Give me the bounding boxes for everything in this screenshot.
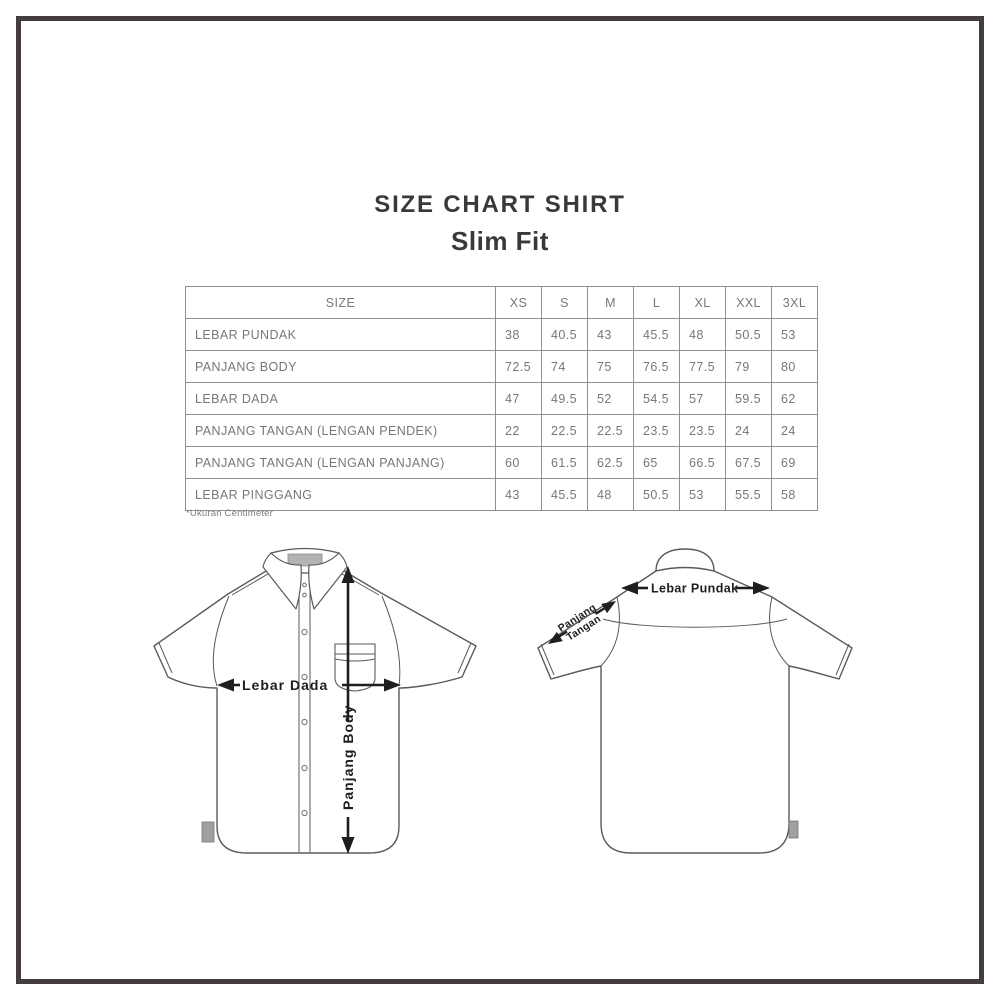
front-shoulder-seam-right [336,570,380,596]
value-cell: 22 [495,414,542,447]
value-cell: 48 [587,478,634,511]
shirt-front-diagram: Lebar Dada Panjang Body [153,547,477,854]
value-cell: 59.5 [725,382,772,415]
lebar-pundak-arrow: Lebar Pundak [621,581,770,596]
back-armhole-left-seam [600,596,620,667]
front-shoulder-seam-left [231,570,274,596]
panjang-body-label: Panjang Body [340,705,356,810]
col-header-m: M [587,286,634,319]
value-cell: 62 [771,382,818,415]
col-header-xs: XS [495,286,542,319]
value-cell: 72.5 [495,350,542,383]
front-side-tag [201,821,215,843]
size-chart-table: SIZE XS S M L XL XXL 3XL LEBAR PUNDAK 38… [185,286,818,511]
front-collar-left-leaf [262,552,302,610]
value-cell: 45.5 [541,478,588,511]
col-header-s: S [541,286,588,319]
value-cell: 69 [771,446,818,479]
value-cell: 65 [633,446,680,479]
value-cell: 23.5 [679,414,726,447]
col-header-xl: XL [679,286,726,319]
panjang-body-arrow: Panjang Body [340,566,356,854]
value-cell: 66.5 [679,446,726,479]
front-collar-label-tag [287,553,323,567]
value-cell: 62.5 [587,446,634,479]
value-cell: 77.5 [679,350,726,383]
value-cell: 22.5 [587,414,634,447]
page-subtitle: Slim Fit [451,226,549,256]
row-label-cell: PANJANG BODY [185,350,496,383]
front-pocket [334,643,376,692]
value-cell: 24 [725,414,772,447]
table-row: LEBAR PINGGANG 43 45.5 48 50.5 53 55.5 5… [185,478,818,511]
value-cell: 76.5 [633,350,680,383]
value-cell: 45.5 [633,318,680,351]
value-cell: 40.5 [541,318,588,351]
front-placket-lines [298,573,311,852]
value-cell: 43 [587,318,634,351]
front-cuff-left-stitch [158,642,173,674]
row-label-cell: LEBAR DADA [185,382,496,415]
shirt-back-diagram: Lebar Pundak Panjang Tangan [537,548,853,854]
value-cell: 55.5 [725,478,772,511]
value-cell: 48 [679,318,726,351]
col-header-l: L [633,286,680,319]
front-cuff-right-stitch [457,642,472,674]
value-cell: 58 [771,478,818,511]
outer-frame-border [16,16,984,984]
value-cell: 60 [495,446,542,479]
value-cell: 54.5 [633,382,680,415]
value-cell: 47 [495,382,542,415]
front-armhole-left-seam [212,595,230,687]
front-armhole-right-seam [381,595,401,687]
table-row: PANJANG BODY 72.5 74 75 76.5 77.5 79 80 [185,350,818,383]
front-buttons [301,582,308,817]
value-cell: 38 [495,318,542,351]
value-cell: 22.5 [541,414,588,447]
value-cell: 74 [541,350,588,383]
table-row: PANJANG TANGAN (LENGAN PENDEK) 22 22.5 2… [185,414,818,447]
table-row: LEBAR DADA 47 49.5 52 54.5 57 59.5 62 [185,382,818,415]
value-cell: 24 [771,414,818,447]
lebar-pundak-label: Lebar Pundak [651,582,738,596]
table-row: PANJANG TANGAN (LENGAN PANJANG) 60 61.5 … [185,446,818,479]
value-cell: 53 [679,478,726,511]
back-cuff-left-stitch [540,643,555,676]
value-cell: 23.5 [633,414,680,447]
value-cell: 67.5 [725,446,772,479]
front-collar-right-leaf [308,552,348,610]
value-cell: 49.5 [541,382,588,415]
value-cell: 61.5 [541,446,588,479]
back-side-tag [788,820,799,839]
value-cell: 80 [771,350,818,383]
value-cell: 79 [725,350,772,383]
lebar-dada-label: Lebar Dada [242,677,328,693]
lebar-dada-arrow: Lebar Dada [217,677,401,693]
value-cell: 53 [771,318,818,351]
value-cell: 43 [495,478,542,511]
table-row: LEBAR PUNDAK 38 40.5 43 45.5 48 50.5 53 [185,318,818,351]
size-column-header: SIZE [185,286,496,319]
table-footnote: *Ukuran Centimeter [186,508,274,519]
title-block: SIZE CHART SHIRT Slim Fit [0,191,1000,257]
row-label-cell: LEBAR PUNDAK [185,318,496,351]
value-cell: 75 [587,350,634,383]
back-cuff-right-stitch [835,643,850,676]
value-cell: 57 [679,382,726,415]
table-header-row: SIZE XS S M L XL XXL 3XL [185,286,818,319]
value-cell: 50.5 [725,318,772,351]
col-header-3xl: 3XL [771,286,818,319]
page-title: SIZE CHART SHIRT [374,191,626,218]
back-armhole-right-seam [769,596,790,667]
value-cell: 52 [587,382,634,415]
row-label-cell: PANJANG TANGAN (LENGAN PANJANG) [185,446,496,479]
col-header-xxl: XXL [725,286,772,319]
row-label-cell: PANJANG TANGAN (LENGAN PENDEK) [185,414,496,447]
row-label-cell: LEBAR PINGGANG [185,478,496,511]
front-pocket-fold-lines [334,653,376,662]
value-cell: 50.5 [633,478,680,511]
